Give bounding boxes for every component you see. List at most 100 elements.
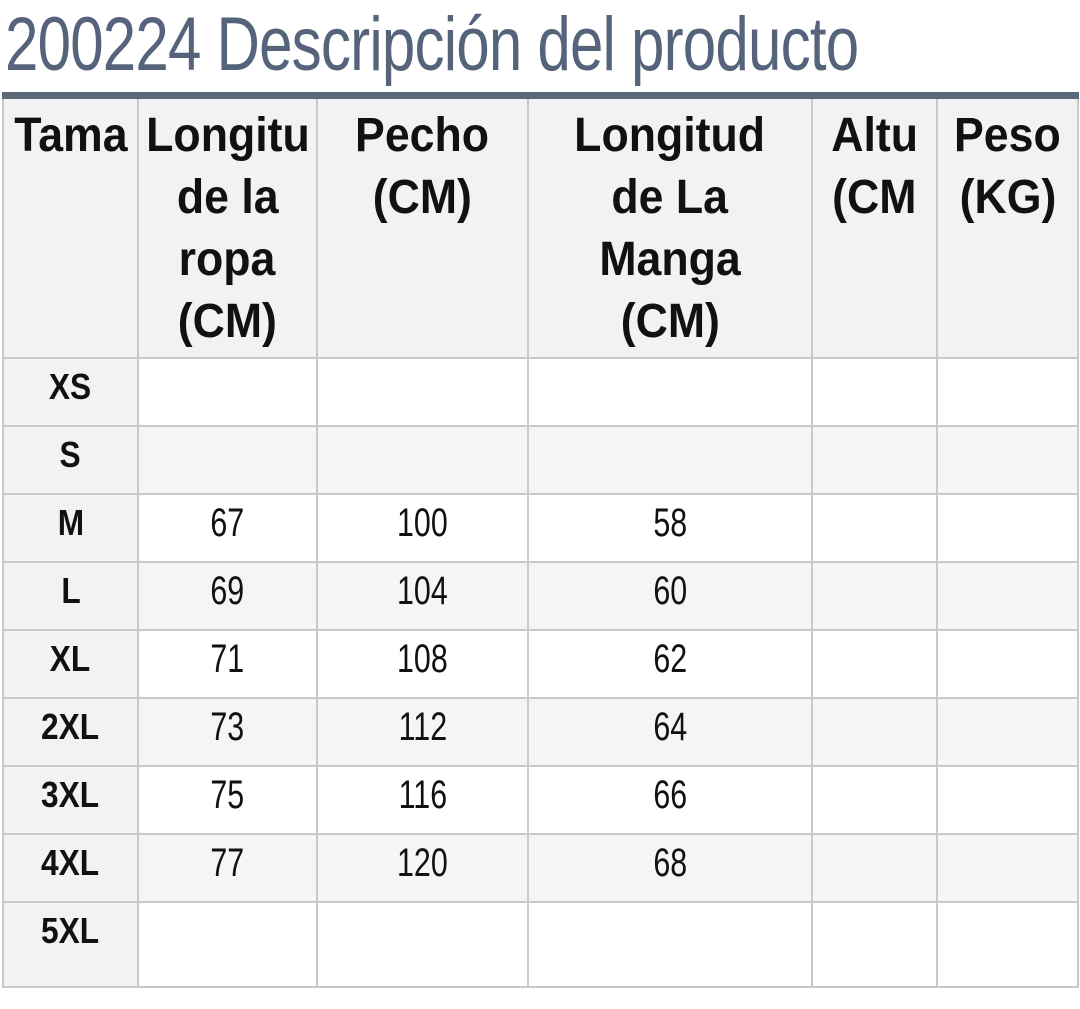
value-cell: 60 — [527, 560, 813, 631]
value-cell — [811, 832, 938, 903]
value-cell — [811, 764, 938, 835]
value-cell: 68 — [527, 832, 813, 903]
table-row-2xl: 2XL 73 112 64 — [2, 696, 1079, 767]
size-label: 4XL — [41, 841, 100, 883]
value-cell — [316, 900, 529, 988]
value-cell: 62 — [527, 628, 813, 699]
column-header-sleeve-length: Longitud de La Manga (CM) — [527, 94, 813, 359]
size-label: XL — [50, 637, 91, 679]
value-cell — [811, 356, 938, 427]
page-title: 200224 Descripción del producto — [5, 2, 859, 87]
value-cell — [811, 696, 938, 767]
size-label-cell: XL — [2, 628, 139, 699]
size-label: 5XL — [41, 909, 100, 951]
header-row: Tama Longitu de la ropa (CM) Pecho (CM) … — [2, 94, 1079, 359]
table-row-3xl: 3XL 75 116 66 — [2, 764, 1079, 835]
value-cell: 64 — [527, 696, 813, 767]
cell-value: 66 — [653, 772, 687, 817]
cell-value: 73 — [210, 704, 245, 749]
size-label-cell: 2XL — [2, 696, 139, 767]
cell-value: 75 — [210, 772, 245, 817]
value-cell — [936, 628, 1079, 699]
size-label-cell: L — [2, 560, 139, 631]
value-cell — [137, 900, 318, 988]
size-label: L — [60, 569, 81, 611]
cell-value: 69 — [210, 568, 245, 613]
value-cell — [936, 764, 1079, 835]
product-description-header: 200224 Descripción del producto — [0, 0, 1080, 92]
header-line: (CM) — [177, 295, 278, 348]
size-label: 3XL — [41, 773, 100, 815]
cell-value: 112 — [398, 704, 447, 749]
value-cell — [811, 900, 938, 988]
size-chart-table: Tama Longitu de la ropa (CM) Pecho (CM) … — [2, 92, 1079, 988]
header-line: (CM) — [620, 295, 720, 348]
size-chart-body: XS S M 67 100 58 L 69 104 60 — [2, 356, 1079, 988]
column-header-garment-length: Longitu de la ropa (CM) — [137, 94, 318, 359]
header-line: Longitu — [145, 109, 310, 162]
value-cell — [811, 560, 938, 631]
table-row-m: M 67 100 58 — [2, 492, 1079, 563]
size-label-cell: XS — [2, 356, 139, 427]
cell-value: 62 — [653, 636, 687, 681]
table-row-4xl: 4XL 77 120 68 — [2, 832, 1079, 903]
header-line: Longitud — [574, 109, 766, 162]
cell-value: 71 — [210, 636, 245, 681]
value-cell: 75 — [137, 764, 318, 835]
value-cell — [936, 560, 1079, 631]
value-cell — [527, 356, 813, 427]
value-cell — [527, 900, 813, 988]
header-line: (CM) — [372, 171, 473, 224]
cell-value: 77 — [210, 840, 245, 885]
table-row-xl: XL 71 108 62 — [2, 628, 1079, 699]
value-cell — [527, 424, 813, 495]
header-line: ropa — [179, 233, 276, 286]
cell-value: 104 — [397, 568, 448, 613]
column-header-height: Altu (CM — [811, 94, 938, 359]
value-cell — [936, 900, 1079, 988]
table-row-xs: XS — [2, 356, 1079, 427]
cell-value: 67 — [210, 500, 245, 545]
size-label-cell: 3XL — [2, 764, 139, 835]
header-line: Pecho — [355, 109, 490, 162]
value-cell — [936, 696, 1079, 767]
column-header-chest: Pecho (CM) — [316, 94, 529, 359]
value-cell: 67 — [137, 492, 318, 563]
value-cell — [316, 424, 529, 495]
value-cell — [811, 424, 938, 495]
value-cell — [137, 356, 318, 427]
value-cell: 120 — [316, 832, 529, 903]
header-line: de la — [176, 171, 279, 224]
value-cell — [811, 492, 938, 563]
cell-value: 64 — [653, 704, 687, 749]
size-label: S — [59, 433, 82, 475]
size-label-cell: 5XL — [2, 900, 139, 988]
value-cell — [936, 356, 1079, 427]
value-cell: 58 — [527, 492, 813, 563]
cell-value: 108 — [397, 636, 448, 681]
table-row-l: L 69 104 60 — [2, 560, 1079, 631]
header-line: Altu — [831, 109, 918, 162]
column-header-size: Tama — [2, 94, 139, 359]
header-line: Tama — [13, 109, 128, 162]
value-cell: 108 — [316, 628, 529, 699]
value-cell — [936, 424, 1079, 495]
cell-value: 68 — [653, 840, 687, 885]
cell-value: 120 — [397, 840, 448, 885]
header-line: Manga — [599, 233, 741, 286]
header-line: Peso — [954, 109, 1061, 162]
cell-value: 116 — [398, 772, 447, 817]
column-header-weight: Peso (KG) — [936, 94, 1079, 359]
value-cell — [936, 832, 1079, 903]
cell-value: 58 — [653, 500, 687, 545]
size-label-cell: 4XL — [2, 832, 139, 903]
size-chart-header: Tama Longitu de la ropa (CM) Pecho (CM) … — [2, 94, 1079, 359]
value-cell — [316, 356, 529, 427]
cell-value: 60 — [653, 568, 687, 613]
header-line: de La — [611, 171, 729, 224]
value-cell — [811, 628, 938, 699]
value-cell: 71 — [137, 628, 318, 699]
size-label-cell: S — [2, 424, 139, 495]
value-cell: 66 — [527, 764, 813, 835]
value-cell: 116 — [316, 764, 529, 835]
